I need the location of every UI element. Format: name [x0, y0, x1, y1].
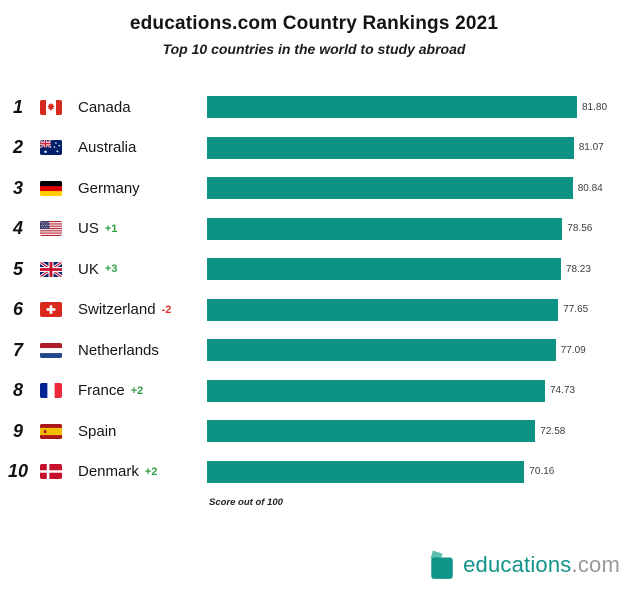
score-value-label: 78.56 — [567, 223, 593, 235]
rank-label: 3 — [12, 177, 23, 198]
score-value-label: 77.65 — [563, 304, 589, 316]
chart-row: 2 Australia 81.07 — [0, 128, 628, 169]
score-bar — [207, 136, 574, 159]
chart-row: 7 Netherlands 77.09 — [0, 330, 628, 371]
chart-row: 1 Canada 81.80 — [0, 87, 628, 128]
chart-row: 9 Spain 72.58 — [0, 411, 628, 452]
rank-label: 9 — [12, 420, 23, 441]
score-value-label: 74.73 — [550, 385, 576, 397]
logo-text-primary: educations — [463, 552, 572, 577]
country-label: France — [78, 382, 125, 400]
bar-track: 81.80 — [207, 96, 625, 119]
country-label: Spain — [78, 422, 117, 440]
denmark-flag-icon — [40, 464, 62, 480]
chart-subtitle: Top 10 countries in the world to study a… — [162, 41, 466, 57]
country-label: Denmark — [78, 463, 139, 481]
chart-row: 6 Switzerland -2 77.65 — [0, 290, 628, 331]
rank-change-badge: +2 — [130, 384, 144, 397]
country-label: Netherlands — [78, 341, 159, 359]
rank-label: 10 — [7, 461, 29, 482]
educations-logo: educations .com — [428, 550, 620, 580]
country-label: Australia — [78, 139, 137, 157]
score-bar — [207, 298, 559, 321]
chart-footnote: Score out of 100 — [209, 497, 283, 508]
rank-change-badge: -2 — [161, 303, 172, 316]
bar-track: 74.73 — [207, 379, 625, 402]
score-value-label: 78.23 — [565, 263, 591, 275]
rank-label: 6 — [12, 299, 23, 320]
score-value-label: 72.58 — [540, 425, 566, 437]
score-value-label: 81.07 — [578, 142, 604, 154]
chart-header: educations.com Country Rankings 2021 Top… — [0, 13, 628, 57]
rank-label: 2 — [12, 137, 23, 158]
rank-label: 4 — [12, 218, 23, 239]
rank-label: 7 — [12, 339, 23, 360]
bar-track: 80.84 — [207, 177, 625, 200]
germany-flag-icon — [40, 180, 62, 196]
score-bar — [207, 217, 563, 240]
netherlands-flag-icon — [40, 342, 62, 358]
chart-row: 5 UK +3 78.23 — [0, 249, 628, 290]
bar-track: 77.09 — [207, 339, 625, 362]
chart-row: 4 US +1 78.56 — [0, 209, 628, 250]
spain-flag-icon — [40, 423, 62, 439]
bar-chart: 1 Canada 81.80 2 Australia 81.07 3 Germa… — [0, 87, 628, 492]
country-label: US — [78, 220, 99, 238]
rank-change-badge: +2 — [144, 465, 158, 478]
chart-title: educations.com Country Rankings 2021 — [129, 13, 499, 34]
country-label: Germany — [78, 179, 140, 197]
bar-track: 78.56 — [207, 217, 625, 240]
score-bar — [207, 177, 573, 200]
score-bar — [207, 420, 536, 443]
score-value-label: 77.09 — [560, 344, 586, 356]
score-bar — [207, 96, 577, 119]
logo-text-secondary: .com — [571, 552, 620, 577]
score-bar — [207, 339, 556, 362]
chart-row: 3 Germany 80.84 — [0, 168, 628, 209]
score-bar — [207, 460, 525, 483]
chart-row: 8 France +2 74.73 — [0, 371, 628, 412]
score-value-label: 70.16 — [529, 466, 555, 478]
rank-change-badge: +3 — [104, 263, 118, 276]
country-label: Canada — [78, 98, 131, 116]
us-flag-icon — [40, 221, 62, 237]
score-bar — [207, 379, 545, 402]
bar-track: 72.58 — [207, 420, 625, 443]
france-flag-icon — [40, 383, 62, 399]
switzerland-flag-icon — [40, 302, 62, 318]
australia-flag-icon — [40, 140, 62, 156]
score-value-label: 80.84 — [577, 182, 603, 194]
rank-label: 1 — [12, 96, 23, 117]
rank-label: 5 — [12, 258, 23, 279]
bar-track: 78.23 — [207, 258, 625, 281]
chart-row: 10 Denmark +2 70.16 — [0, 452, 628, 493]
educations-logo-icon — [428, 550, 456, 580]
uk-flag-icon — [40, 261, 62, 277]
country-label: UK — [78, 260, 99, 278]
canada-flag-icon — [40, 99, 62, 115]
country-label: Switzerland — [78, 301, 156, 319]
score-bar — [207, 258, 561, 281]
rank-label: 8 — [12, 380, 23, 401]
bar-track: 77.65 — [207, 298, 625, 321]
score-value-label: 81.80 — [582, 101, 608, 113]
bar-track: 70.16 — [207, 460, 625, 483]
bar-track: 81.07 — [207, 136, 625, 159]
rank-change-badge: +1 — [104, 222, 118, 235]
